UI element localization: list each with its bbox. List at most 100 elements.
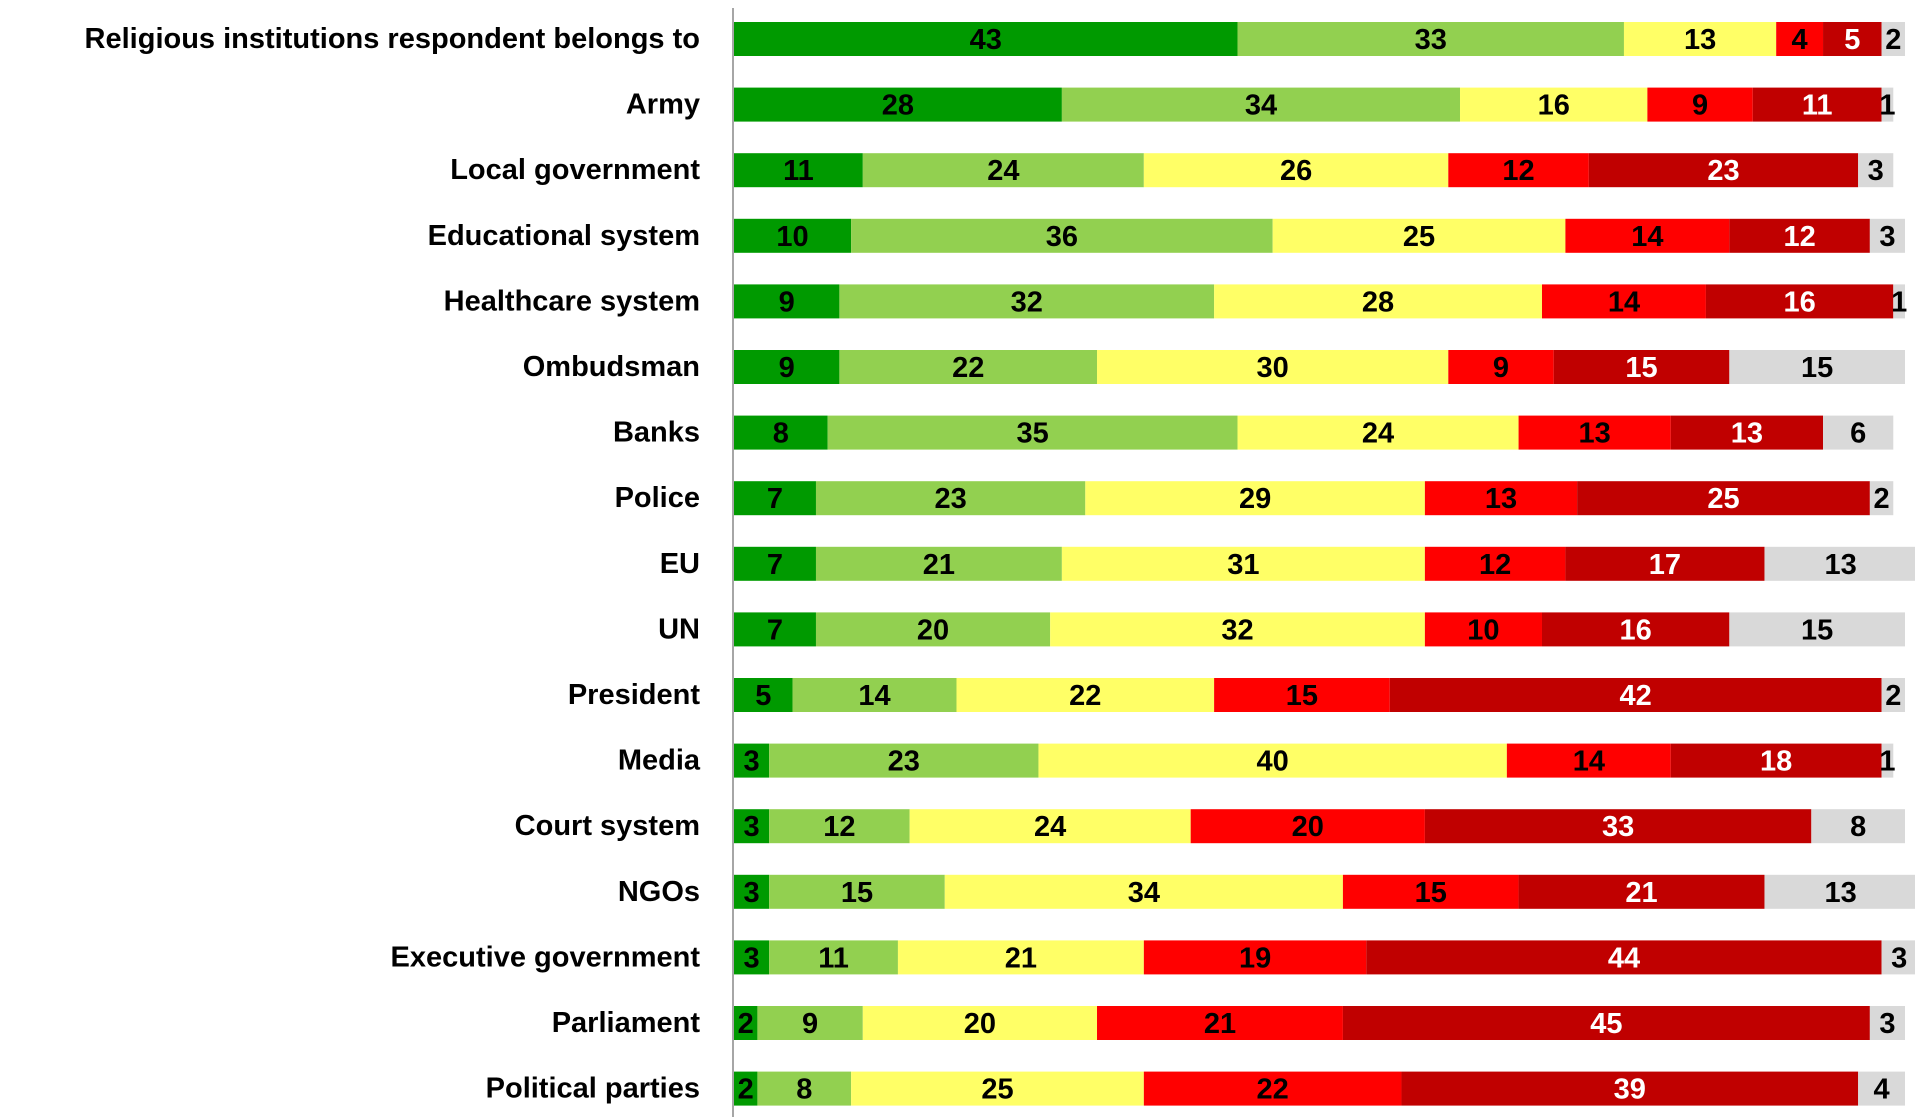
bar-segment: [734, 22, 1238, 56]
data-label: 42: [1620, 680, 1652, 712]
bars: 43 33 13 4 5 228 34 16 9 11 111 24 26 12 23 310 36 25 14 12…: [734, 22, 1915, 1106]
bar-row-court-system: 3 12 24 20 33 8: [734, 809, 1905, 844]
data-label: 13: [1684, 24, 1716, 56]
bar-segment: [1061, 546, 1425, 581]
bar-segment: [1237, 415, 1519, 450]
bar-segment: [1670, 415, 1824, 450]
data-label: 1: [1879, 746, 1895, 778]
data-label: 32: [1221, 614, 1253, 646]
category-label-healthcare-system: Healthcare system: [444, 285, 700, 317]
data-label: 36: [1046, 221, 1078, 253]
data-label: 7: [767, 614, 783, 646]
bar-segment: [1553, 350, 1730, 384]
data-label: 20: [964, 1008, 996, 1040]
bar-segment: [769, 809, 910, 844]
data-label: 17: [1649, 549, 1681, 581]
bar-segment: [734, 743, 770, 778]
bar-segment: [827, 415, 1238, 450]
bar-segment: [1237, 22, 1624, 56]
data-label: 12: [1783, 221, 1815, 253]
data-label: 15: [1415, 877, 1447, 909]
category-label-local-government: Local government: [450, 154, 700, 186]
data-label: 6: [1850, 418, 1866, 450]
data-label: 12: [1502, 155, 1534, 187]
bar-segment: [1752, 87, 1882, 122]
data-label: 21: [1625, 877, 1657, 909]
category-label-ngos: NGOs: [618, 876, 700, 908]
bar-row-ombudsman: 9 22 30 9 15 15: [734, 350, 1905, 384]
bar-row-healthcare-system: 9 32 28 14 16 1: [734, 284, 1907, 319]
data-label: 20: [917, 614, 949, 646]
bar-segment: [1424, 612, 1542, 647]
data-label: 3: [743, 877, 759, 909]
category-label-police: Police: [615, 482, 700, 514]
data-label: 22: [952, 352, 984, 384]
category-label-executive-government: Executive government: [391, 941, 701, 973]
data-label: 16: [1620, 614, 1652, 646]
data-label: 13: [1731, 418, 1763, 450]
data-label: 2: [738, 1074, 754, 1106]
data-label: 22: [1257, 1074, 1289, 1106]
data-label: 4: [1874, 1074, 1890, 1106]
data-label: 2: [1874, 483, 1890, 515]
bar-segment: [1881, 22, 1905, 56]
data-label: 3: [1879, 1008, 1895, 1040]
bar-segment: [1823, 415, 1894, 450]
bar-segment: [734, 350, 840, 384]
data-label: 29: [1239, 483, 1271, 515]
data-label: 18: [1760, 746, 1792, 778]
bar-segment: [956, 678, 1215, 712]
bar-segment: [1448, 153, 1589, 188]
bar-segment: [1143, 1071, 1402, 1106]
bar-segment: [1670, 743, 1882, 778]
bar-segment: [734, 415, 828, 450]
bar-segment: [1366, 940, 1882, 975]
bar-segment: [1869, 1006, 1905, 1040]
bar-segment: [1541, 284, 1706, 319]
data-label: 33: [1602, 811, 1634, 843]
bar-segment: [1647, 87, 1753, 122]
bar-row-eu: 7 21 31 12 17 13: [734, 546, 1915, 581]
data-label: 23: [935, 483, 967, 515]
bar-segment: [1518, 874, 1765, 909]
bar-segment: [757, 1006, 863, 1040]
bar-segment: [1764, 874, 1915, 909]
category-label-parliament: Parliament: [552, 1007, 701, 1039]
category-label-media: Media: [618, 745, 701, 777]
data-label: 14: [1631, 221, 1663, 253]
data-label: 3: [743, 942, 759, 974]
data-label: 21: [1005, 942, 1037, 974]
data-label: 33: [1415, 24, 1447, 56]
data-label: 45: [1590, 1008, 1622, 1040]
bar-segment: [757, 1071, 852, 1106]
data-label: 2: [1885, 24, 1901, 56]
bar-segment: [1506, 743, 1671, 778]
bar-segment: [1097, 350, 1449, 384]
bar-segment: [792, 678, 957, 712]
bar-segment: [1776, 22, 1824, 56]
data-label: 3: [1879, 221, 1895, 253]
bar-segment: [1577, 481, 1870, 516]
data-label: 13: [1824, 877, 1856, 909]
bar-segment: [1729, 218, 1870, 253]
bar-segment: [1518, 415, 1671, 450]
data-label: 11: [783, 155, 814, 187]
data-label: 3: [743, 746, 759, 778]
bar-segment: [734, 87, 1062, 122]
bar-segment: [1881, 678, 1905, 712]
data-label: 39: [1614, 1074, 1646, 1106]
bar-segment: [734, 153, 863, 188]
data-label: 3: [1891, 942, 1907, 974]
bar-segment: [1565, 218, 1730, 253]
data-label: 24: [1362, 418, 1394, 450]
bar-segment: [769, 743, 1039, 778]
bar-segment: [851, 1071, 1144, 1106]
bar-segment: [1342, 1006, 1870, 1040]
data-label: 16: [1538, 90, 1570, 122]
data-label: 28: [1362, 286, 1394, 318]
bar-segment: [734, 1006, 758, 1040]
data-label: 13: [1579, 418, 1611, 450]
data-label: 3: [743, 811, 759, 843]
bar-segment: [1881, 743, 1894, 778]
bar-segment: [1214, 284, 1542, 319]
